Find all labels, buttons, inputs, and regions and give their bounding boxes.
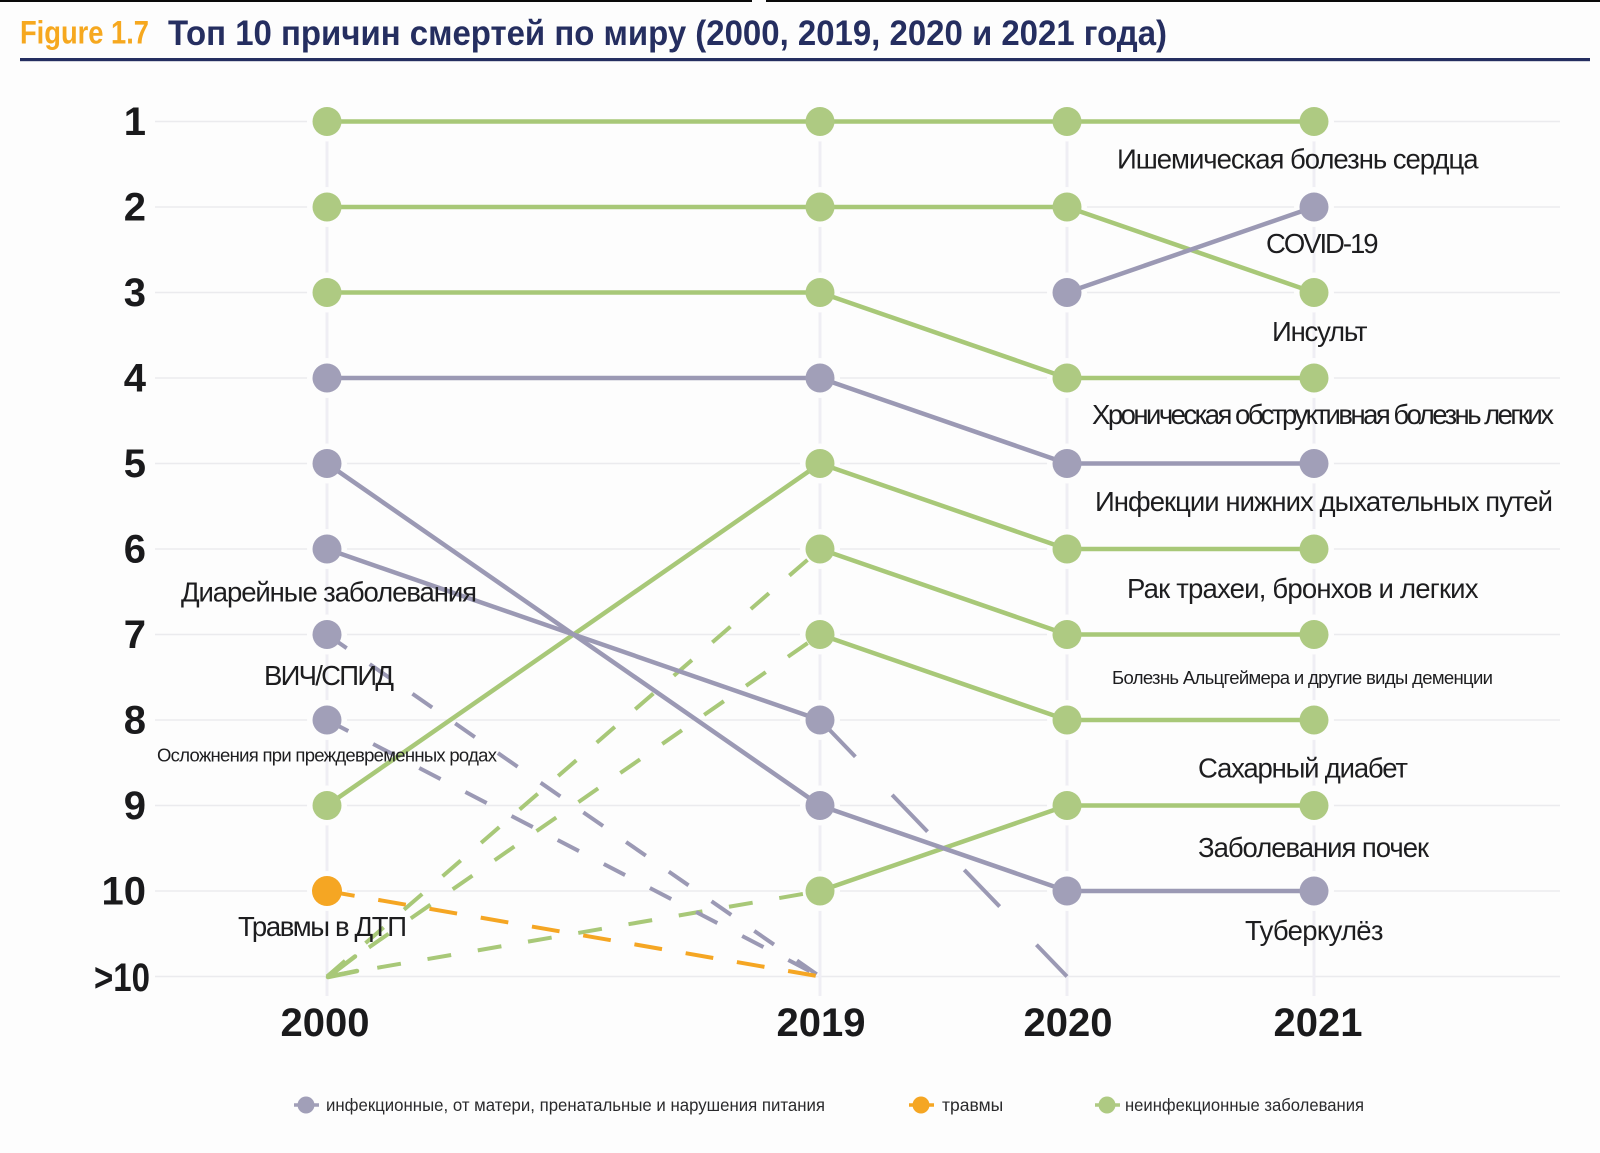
svg-text:инфекционные, от матери, прена: инфекционные, от матери, пренатальные и … [326,1095,825,1115]
svg-text:1: 1 [124,100,146,144]
svg-text:2000: 2000 [281,1001,370,1045]
svg-text:Осложнения при преждевременных: Осложнения при преждевременных родах [157,745,498,766]
svg-text:Figure 1.7: Figure 1.7 [20,15,149,51]
svg-text:ВИЧ/СПИД: ВИЧ/СПИД [264,660,394,691]
svg-text:Сахарный диабет: Сахарный диабет [1198,753,1408,784]
svg-text:2: 2 [124,186,146,230]
svg-text:Туберкулёз: Туберкулёз [1245,915,1384,946]
svg-text:5: 5 [124,442,146,486]
svg-text:неинфекционные заболевания: неинфекционные заболевания [1125,1095,1364,1115]
svg-text:2020: 2020 [1024,1001,1113,1045]
svg-text:Инсульт: Инсульт [1272,316,1368,347]
svg-text:Диарейные заболевания: Диарейные заболевания [181,577,477,608]
svg-text:Ишемическая болезнь сердца: Ишемическая болезнь сердца [1117,144,1479,175]
svg-text:9: 9 [124,784,146,828]
svg-text:2019: 2019 [777,1001,866,1045]
svg-text:8: 8 [124,699,146,743]
svg-text:Инфекции нижних дыхательных пу: Инфекции нижних дыхательных путей [1095,486,1553,517]
svg-text:Хроническая обструктивная боле: Хроническая обструктивная болезнь легких [1092,399,1554,430]
svg-text:2021: 2021 [1274,1001,1363,1045]
svg-text:6: 6 [124,528,146,572]
svg-text:Заболевания почек: Заболевания почек [1198,832,1430,863]
svg-text:Болезнь Альцгеймера и другие в: Болезнь Альцгеймера и другие виды деменц… [1112,667,1493,688]
svg-text:травмы: травмы [942,1095,1003,1115]
svg-text:10: 10 [102,870,147,914]
svg-text:Травмы в ДТП: Травмы в ДТП [238,911,407,942]
svg-text:Рак трахеи, бронхов и легких: Рак трахеи, бронхов и легких [1127,573,1479,604]
svg-text:>10: >10 [94,956,150,1000]
svg-text:COVID-19: COVID-19 [1266,228,1379,259]
svg-text:Топ 10 причин смертей по миру: Топ 10 причин смертей по миру (2000, 201… [168,14,1167,53]
svg-text:7: 7 [124,613,146,657]
svg-text:3: 3 [124,271,146,315]
svg-text:4: 4 [124,357,147,401]
